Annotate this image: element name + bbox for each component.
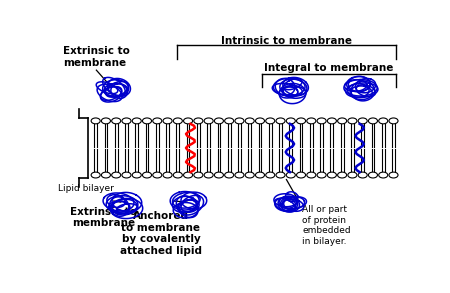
Circle shape [214,118,224,124]
Circle shape [143,172,152,178]
Circle shape [358,118,367,124]
Circle shape [112,118,121,124]
Text: Extrinsic to
membrane: Extrinsic to membrane [63,47,130,68]
Circle shape [276,118,285,124]
Circle shape [153,118,162,124]
Circle shape [245,118,254,124]
Circle shape [204,172,213,178]
Circle shape [276,172,285,178]
Circle shape [266,118,275,124]
Circle shape [173,118,182,124]
Circle shape [163,172,172,178]
Circle shape [173,172,182,178]
Circle shape [122,118,131,124]
Text: Lipid bilayer: Lipid bilayer [58,184,114,193]
Circle shape [307,118,316,124]
Circle shape [389,172,398,178]
Circle shape [327,172,337,178]
Text: Intrinsic to membrane: Intrinsic to membrane [221,36,352,46]
Circle shape [256,172,265,178]
Circle shape [379,118,388,124]
Circle shape [327,118,337,124]
Text: Extrinsic to
membrane: Extrinsic to membrane [70,207,137,228]
Circle shape [235,118,244,124]
Circle shape [379,172,388,178]
Text: Anchored
to membrane
by covalently
attached lipid: Anchored to membrane by covalently attac… [120,211,202,256]
Circle shape [153,172,162,178]
Circle shape [348,172,357,178]
Circle shape [91,172,100,178]
Circle shape [143,118,152,124]
Circle shape [225,172,234,178]
Circle shape [184,118,193,124]
Circle shape [369,172,378,178]
Circle shape [214,172,224,178]
Circle shape [112,172,121,178]
Circle shape [307,172,316,178]
Circle shape [256,118,265,124]
Circle shape [194,118,203,124]
Circle shape [101,118,110,124]
Circle shape [101,172,110,178]
Circle shape [132,118,141,124]
Text: Integral to membrane: Integral to membrane [265,63,394,73]
Text: All or part
of protein
embedded
in bilayer.: All or part of protein embedded in bilay… [302,205,351,246]
Circle shape [266,172,275,178]
Circle shape [194,172,203,178]
Circle shape [204,118,213,124]
Circle shape [297,172,306,178]
Circle shape [389,118,398,124]
Circle shape [245,172,254,178]
Circle shape [163,118,172,124]
Circle shape [338,118,346,124]
Circle shape [184,172,193,178]
Circle shape [122,172,131,178]
Circle shape [132,172,141,178]
Circle shape [225,118,234,124]
Circle shape [369,118,378,124]
Circle shape [338,172,346,178]
Circle shape [358,172,367,178]
Circle shape [317,118,326,124]
Circle shape [286,118,295,124]
Circle shape [297,118,306,124]
Circle shape [235,172,244,178]
Circle shape [317,172,326,178]
Circle shape [286,172,295,178]
Circle shape [91,118,100,124]
Circle shape [348,118,357,124]
